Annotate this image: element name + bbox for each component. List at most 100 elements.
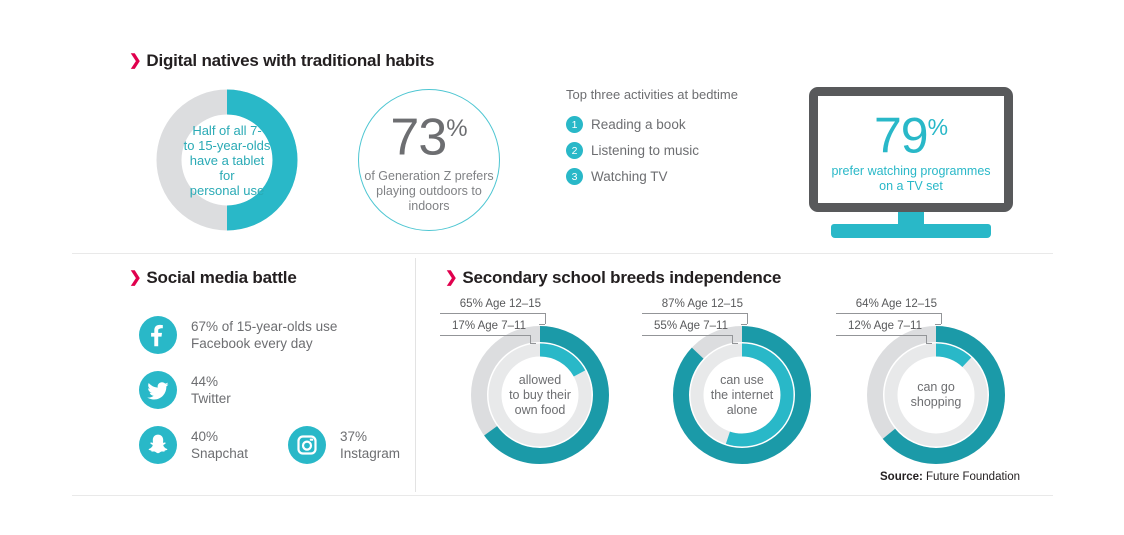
bedtime-list-title: Top three activities at bedtime xyxy=(566,87,738,102)
callout-internet-inner: 55% Age 7–11 xyxy=(642,318,732,334)
bedtime-item-1: 1 Reading a book xyxy=(566,116,686,133)
chevron-right-icon: ❯ xyxy=(445,269,458,286)
school-donut-food: allowed to buy their own food xyxy=(470,325,610,465)
twitter-icon xyxy=(139,371,177,409)
divider-bottom xyxy=(72,495,1053,496)
school-donut-food-svg xyxy=(471,326,609,464)
instagram-stat-text: 37% Instagram xyxy=(340,428,400,462)
callout-shopping-inner: 12% Age 7–11 xyxy=(836,318,926,334)
shopping-outer-label: 64% Age 12–15 xyxy=(855,298,937,310)
facebook-line-2: Facebook every day xyxy=(191,336,313,351)
social-item-instagram: 37% Instagram xyxy=(288,426,400,464)
tv-line-2: on a TV set xyxy=(879,178,943,193)
bedtime-item-3-label: Watching TV xyxy=(591,169,668,184)
twitter-line-1: 44% xyxy=(191,374,219,389)
social-item-twitter: 44% Twitter xyxy=(139,371,231,409)
social-section-title: ❯ Social media battle xyxy=(129,268,297,287)
food-center-line-3: own food xyxy=(514,402,566,417)
internet-inner-label: 55% Age 7–11 xyxy=(654,320,728,332)
twitter-line-2: Twitter xyxy=(191,391,231,406)
callout-internet-outer: 87% Age 12–15 xyxy=(642,296,747,312)
shopping-outer-leader-v xyxy=(941,313,942,324)
school-donut-shopping-center: can go shopping xyxy=(899,358,973,432)
food-inner-leader-v xyxy=(530,335,531,343)
outdoors-line-3: indoors xyxy=(408,198,450,213)
internet-inner-leader-tip xyxy=(732,343,738,344)
tablet-donut-chart: Half of all 7- to 15-year-olds have a ta… xyxy=(156,89,298,231)
food-center-line-1: allowed xyxy=(518,372,562,387)
outdoors-stat-circle: 73% of Generation Z prefers playing outd… xyxy=(358,89,500,231)
food-outer-leader-tip xyxy=(539,324,545,325)
bedtime-item-1-label: Reading a book xyxy=(591,117,686,132)
food-outer-label: 65% Age 12–15 xyxy=(459,298,541,310)
social-item-snapchat: 40% Snapchat xyxy=(139,426,248,464)
percent-sign: % xyxy=(446,115,468,143)
top-section-title: ❯ Digital natives with traditional habits xyxy=(129,51,435,70)
food-inner-leader-tip xyxy=(530,343,536,344)
school-donut-internet: can use the internet alone xyxy=(672,325,812,465)
facebook-stat-text: 67% of 15-year-olds use Facebook every d… xyxy=(191,318,337,352)
source-prefix: Source: xyxy=(880,471,923,483)
rank-badge-3: 3 xyxy=(566,168,583,185)
tablet-line-4: personal use xyxy=(189,182,265,198)
shopping-outer-leader-tip xyxy=(935,324,941,325)
instagram-line-2: Instagram xyxy=(340,446,401,461)
tablet-line-3: have a tablet for xyxy=(189,152,265,183)
tablet-line-2: to 15-year-olds xyxy=(183,137,271,153)
school-donut-internet-center: can use the internet alone xyxy=(705,358,779,432)
snapchat-stat-text: 40% Snapchat xyxy=(191,428,248,462)
tv-caption: prefer watching programmes on a TV set xyxy=(831,164,990,194)
instagram-line-1: 37% xyxy=(340,429,368,444)
tablet-donut-svg xyxy=(156,89,298,231)
internet-inner-leader-h xyxy=(642,335,732,336)
food-center-line-2: to buy their xyxy=(509,387,571,402)
outdoors-line-2: playing outdoors to xyxy=(376,183,482,198)
divider-vertical xyxy=(415,258,416,492)
rank-badge-2: 2 xyxy=(566,142,583,159)
internet-outer-label: 87% Age 12–15 xyxy=(661,298,743,310)
internet-outer-leader-h xyxy=(642,313,747,314)
instagram-icon xyxy=(288,426,326,464)
callout-food-outer: 65% Age 12–15 xyxy=(440,296,545,312)
outdoors-caption: of Generation Z prefers playing outdoors… xyxy=(364,169,493,214)
shopping-outer-leader-h xyxy=(836,313,941,314)
snapchat-line-2: Snapchat xyxy=(191,446,249,461)
bedtime-item-2-label: Listening to music xyxy=(591,143,700,158)
shopping-inner-label: 12% Age 7–11 xyxy=(848,320,922,332)
internet-center-line-3: alone xyxy=(726,402,758,417)
rank-badge-1: 1 xyxy=(566,116,583,133)
food-inner-leader-h xyxy=(440,335,530,336)
facebook-icon xyxy=(139,316,177,354)
shopping-center-line-2: shopping xyxy=(910,395,962,409)
internet-inner-leader-v xyxy=(732,335,733,343)
tv-stand-neck xyxy=(898,212,924,226)
divider-top xyxy=(72,253,1053,254)
tv-line-1: prefer watching programmes xyxy=(831,163,991,178)
school-donut-shopping: can go shopping xyxy=(866,325,1006,465)
callout-food-inner: 17% Age 7–11 xyxy=(440,318,530,334)
outdoors-line-1: of Generation Z prefers xyxy=(364,168,494,183)
chevron-right-icon: ❯ xyxy=(129,52,142,69)
food-outer-leader-h xyxy=(440,313,545,314)
tv-stand-base xyxy=(831,224,991,238)
bedtime-item-2: 2 Listening to music xyxy=(566,142,699,159)
shopping-inner-leader-tip xyxy=(926,343,932,344)
internet-outer-leader-v xyxy=(747,313,748,324)
school-donut-internet-svg xyxy=(673,326,811,464)
internet-center-line-1: can use xyxy=(720,372,764,387)
snapchat-line-1: 40% xyxy=(191,429,219,444)
shopping-center-line-1: can go xyxy=(917,380,955,394)
source-text: Future Foundation xyxy=(926,471,1021,483)
social-item-facebook: 67% of 15-year-olds use Facebook every d… xyxy=(139,316,337,354)
tablet-donut-center: Half of all 7- to 15-year-olds have a ta… xyxy=(182,115,272,205)
tv-value: 79% xyxy=(873,107,949,164)
tv-illustration: 79% prefer watching programmes on a TV s… xyxy=(809,87,1013,212)
outdoors-value: 73% xyxy=(390,108,468,167)
school-donut-shopping-svg xyxy=(867,326,1005,464)
food-outer-leader-v xyxy=(545,313,546,324)
percent-sign: % xyxy=(927,114,949,141)
snapchat-icon xyxy=(139,426,177,464)
shopping-inner-leader-h xyxy=(836,335,926,336)
bedtime-item-3: 3 Watching TV xyxy=(566,168,668,185)
chevron-right-icon: ❯ xyxy=(129,269,142,286)
